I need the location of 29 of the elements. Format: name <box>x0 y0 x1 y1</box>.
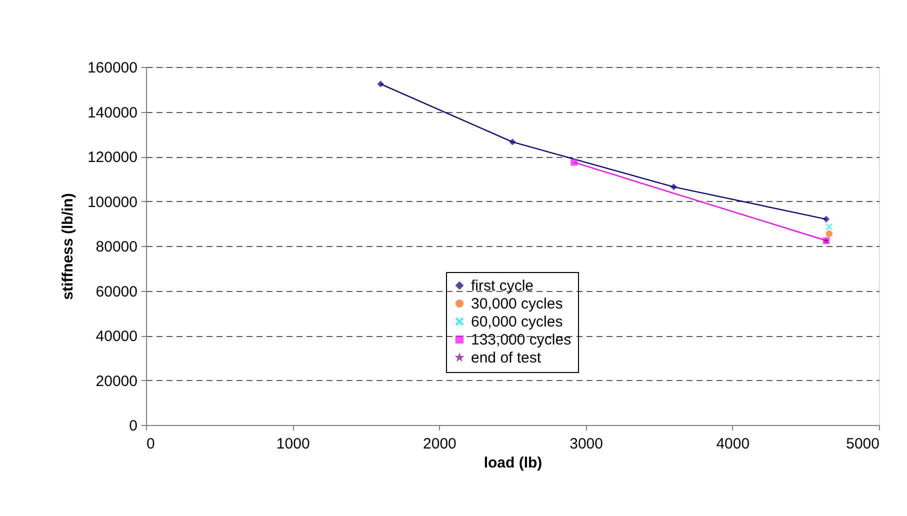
y-tick-label: 160000 <box>87 60 138 76</box>
legend-label: end of test <box>471 350 542 366</box>
y-tick-label: 60000 <box>96 283 138 300</box>
y-tick-label: 120000 <box>87 149 138 166</box>
x-tick-label: 2000 <box>423 436 456 452</box>
y-axis-title: stiffness (lb/in) <box>59 193 76 300</box>
point <box>570 158 578 166</box>
x-axis-title: load (lb) <box>484 454 542 472</box>
legend-label: 30,000 cycles <box>471 296 563 312</box>
point <box>509 138 516 146</box>
y-tick-label: 20000 <box>96 372 138 390</box>
legend-label: 60,000 cycles <box>471 314 563 330</box>
legend-label: 133,000 cycles <box>471 332 572 348</box>
y-tick-label: 80000 <box>96 238 138 256</box>
point <box>377 80 384 88</box>
y-tick-label: 40000 <box>96 328 138 345</box>
y-tick-label: 100000 <box>87 194 138 211</box>
point <box>826 230 833 238</box>
y-tick-label: 0 <box>129 418 138 434</box>
y-tick-label: 140000 <box>87 104 138 122</box>
x-tick-label: 5000 <box>846 436 880 452</box>
legend-label: first cycle <box>471 278 534 294</box>
x-tick-label: 0 <box>146 436 155 452</box>
x-tick-label: 3000 <box>570 436 603 452</box>
x-tick-label: 1000 <box>276 436 310 452</box>
point <box>826 223 833 230</box>
x-tick-label: 4000 <box>716 436 750 452</box>
point <box>670 184 678 190</box>
point <box>822 216 830 223</box>
